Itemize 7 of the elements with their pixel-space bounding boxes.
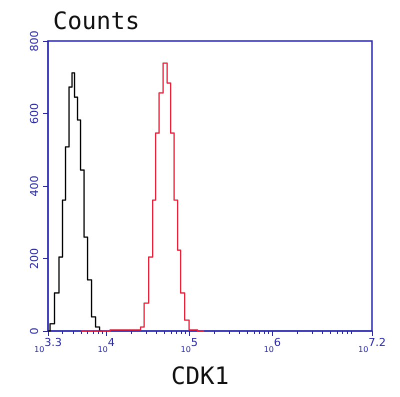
y-axis-title: Counts [53,7,140,35]
y-tick-label: 200 [28,248,41,269]
y-tick-label: 800 [28,30,41,52]
y-tick-label: 600 [28,103,41,124]
x-axis-title: CDK1 [171,362,229,390]
y-tick-label: 400 [28,176,41,196]
y-tick-label: 0 [28,328,41,334]
